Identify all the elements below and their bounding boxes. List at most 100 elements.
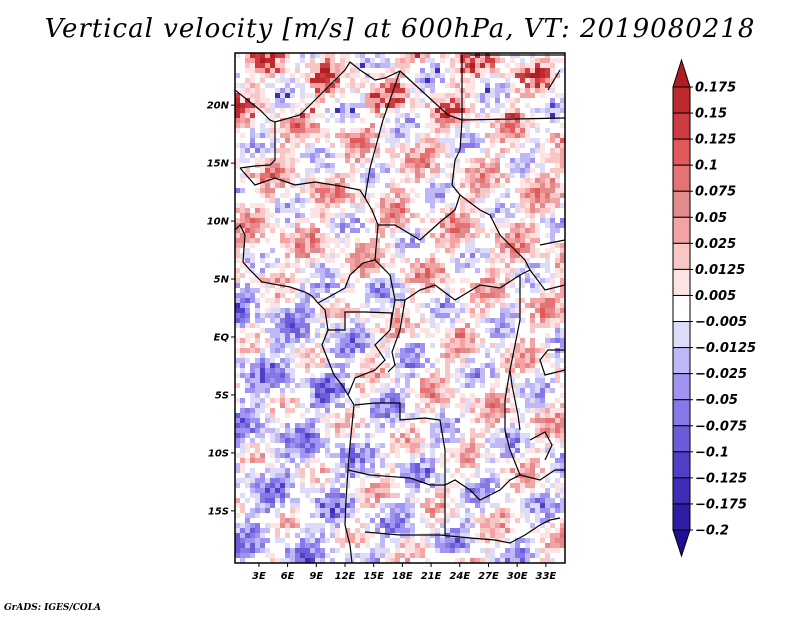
field-cell (515, 158, 520, 163)
field-cell (375, 253, 380, 258)
field-cell (265, 193, 270, 198)
field-cell (320, 333, 325, 338)
field-cell (260, 378, 265, 383)
field-cell (385, 138, 390, 143)
field-cell (420, 443, 425, 448)
field-cell (490, 548, 495, 553)
field-cell (340, 228, 345, 233)
field-cell (380, 233, 385, 238)
field-cell (240, 288, 245, 293)
field-cell (335, 308, 340, 313)
field-cell (360, 133, 365, 138)
field-cell (350, 373, 355, 378)
field-cell (405, 158, 410, 163)
field-cell (515, 373, 520, 378)
field-cell (255, 203, 260, 208)
field-cell (530, 383, 535, 388)
field-cell (515, 223, 520, 228)
field-cell (560, 488, 565, 493)
field-cell (390, 378, 395, 383)
field-cell (250, 508, 255, 513)
field-cell (525, 548, 530, 553)
field-cell (300, 298, 305, 303)
field-cell (515, 478, 520, 483)
field-cell (235, 338, 240, 343)
field-cell (310, 358, 315, 363)
field-cell (380, 198, 385, 203)
field-cell (355, 323, 360, 328)
field-cell (445, 348, 450, 353)
field-cell (410, 268, 415, 273)
field-cell (475, 368, 480, 373)
field-cell (350, 358, 355, 363)
field-cell (495, 183, 500, 188)
colorbar-label: 0.05 (695, 211, 727, 226)
field-cell (410, 503, 415, 508)
field-cell (490, 68, 495, 73)
field-cell (385, 168, 390, 173)
field-cell (555, 323, 560, 328)
field-cell (295, 438, 300, 443)
field-cell (560, 308, 565, 313)
field-cell (515, 203, 520, 208)
field-cell (425, 478, 430, 483)
field-cell (420, 148, 425, 153)
field-cell (505, 108, 510, 113)
field-cell (420, 418, 425, 423)
field-cell (320, 538, 325, 543)
field-cell (435, 63, 440, 68)
field-cell (325, 393, 330, 398)
field-cell (245, 53, 250, 58)
field-cell (455, 328, 460, 333)
field-cell (495, 198, 500, 203)
field-cell (310, 148, 315, 153)
field-cell (525, 358, 530, 363)
field-cell (540, 298, 545, 303)
field-cell (325, 403, 330, 408)
field-cell (435, 328, 440, 333)
field-cell (330, 528, 335, 533)
field-cell (405, 343, 410, 348)
field-cell (490, 273, 495, 278)
field-cell (385, 553, 390, 558)
field-cell (315, 93, 320, 98)
field-cell (465, 543, 470, 548)
field-cell (440, 98, 445, 103)
field-cell (495, 283, 500, 288)
field-cell (560, 288, 565, 293)
field-cell (450, 108, 455, 113)
field-cell (255, 343, 260, 348)
field-cell (265, 523, 270, 528)
field-cell (555, 358, 560, 363)
field-cell (275, 218, 280, 223)
field-cell (410, 343, 415, 348)
field-cell (370, 453, 375, 458)
field-cell (450, 343, 455, 348)
field-cell (260, 503, 265, 508)
field-cell (435, 108, 440, 113)
field-cell (495, 68, 500, 73)
field-cell (535, 58, 540, 63)
field-cell (380, 488, 385, 493)
field-cell (385, 343, 390, 348)
field-cell (295, 548, 300, 553)
field-cell (295, 338, 300, 343)
field-cell (310, 178, 315, 183)
field-cell (525, 233, 530, 238)
field-cell (540, 178, 545, 183)
field-cell (485, 553, 490, 558)
field-cell (560, 538, 565, 543)
field-cell (300, 243, 305, 248)
field-cell (335, 348, 340, 353)
field-cell (345, 143, 350, 148)
field-cell (520, 548, 525, 553)
field-cell (360, 143, 365, 148)
field-cell (330, 198, 335, 203)
field-cell (275, 168, 280, 173)
field-cell (395, 428, 400, 433)
field-cell (290, 338, 295, 343)
field-cell (485, 283, 490, 288)
field-cell (480, 278, 485, 283)
field-cell (240, 83, 245, 88)
field-cell (495, 243, 500, 248)
